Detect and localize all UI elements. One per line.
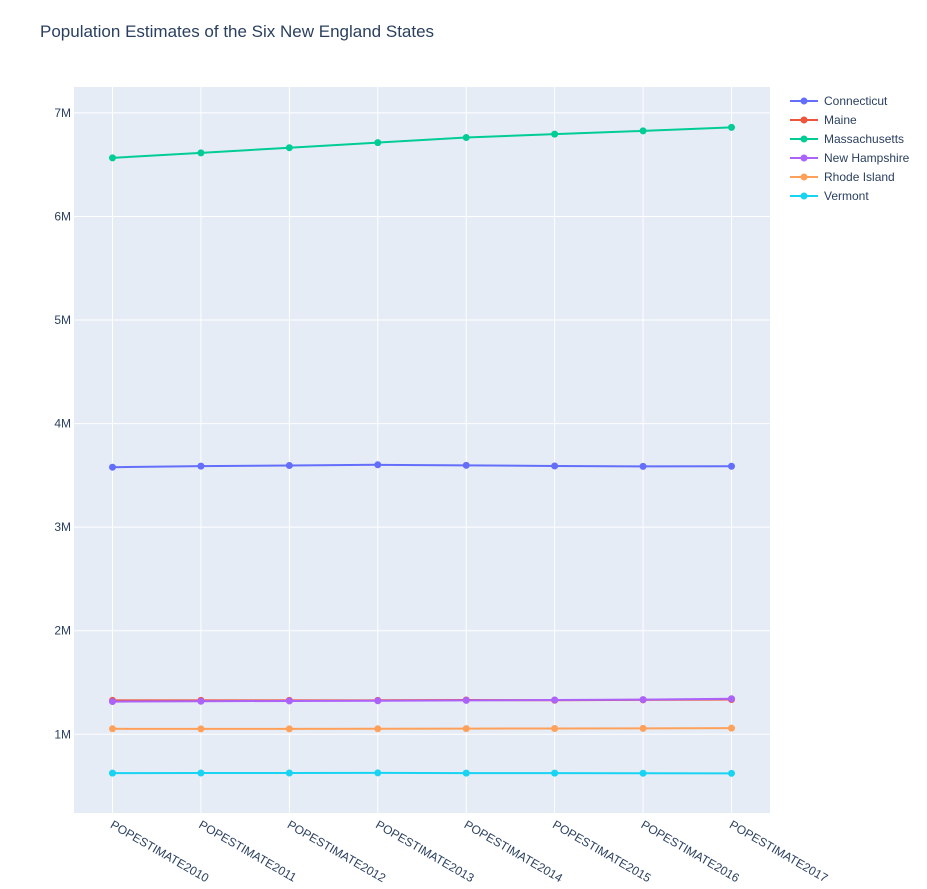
y-axis: 1M 2M 3M 4M 5M 6M 7M (54, 106, 71, 741)
legend-item-connecticut[interactable]: Connecticut (790, 94, 888, 108)
plot-area (74, 87, 770, 813)
data-point-connecticut[interactable] (728, 462, 735, 470)
legend-label: New Hampshire (824, 151, 910, 165)
legend-item-maine[interactable]: Maine (790, 113, 857, 127)
series-rhode-island (109, 724, 735, 733)
series-line-connecticut (112, 463, 732, 469)
data-point-rhode-island[interactable] (551, 724, 559, 732)
legend[interactable]: Connecticut Maine Massachusetts New Hampshi… (790, 94, 910, 203)
data-point-new-hampshire[interactable] (109, 698, 116, 706)
y-tick-label: 1M (54, 727, 71, 741)
data-point-massachusetts[interactable] (462, 134, 470, 142)
legend-item-vermont[interactable]: Vermont (790, 189, 869, 203)
data-point-vermont[interactable] (285, 769, 293, 777)
series-vermont (109, 769, 735, 777)
data-point-massachusetts[interactable] (639, 127, 647, 135)
data-point-new-hampshire[interactable] (551, 696, 559, 704)
series-new-hampshire (109, 695, 735, 706)
y-tick-label: 3M (54, 520, 71, 534)
data-point-vermont[interactable] (551, 769, 559, 777)
legend-item-massachusetts[interactable]: Massachusetts (790, 132, 904, 146)
x-tick-label: POPESTIMATE2016 (639, 817, 743, 885)
data-point-massachusetts[interactable] (551, 130, 559, 138)
series-line-new-hampshire (112, 697, 732, 703)
legend-item-new-hampshire[interactable]: New Hampshire (790, 151, 910, 165)
data-point-rhode-island[interactable] (639, 724, 647, 732)
series-line-rhode-island (112, 727, 732, 730)
legend-label: Connecticut (824, 94, 888, 108)
legend-marker (800, 173, 808, 181)
data-point-new-hampshire[interactable] (728, 695, 735, 703)
grid (74, 87, 770, 813)
data-point-rhode-island[interactable] (285, 725, 293, 733)
legend-marker (800, 116, 808, 124)
data-point-connecticut[interactable] (551, 462, 559, 470)
data-point-rhode-island[interactable] (197, 725, 205, 733)
data-point-vermont[interactable] (462, 769, 470, 777)
legend-label: Rhode Island (824, 170, 895, 184)
y-tick-label: 2M (54, 624, 71, 638)
series-massachusetts (109, 123, 735, 162)
data-point-rhode-island[interactable] (728, 724, 735, 732)
x-tick-label: POPESTIMATE2017 (727, 817, 831, 885)
legend-item-rhode-island[interactable]: Rhode Island (790, 170, 895, 184)
x-tick-label: POPESTIMATE2014 (462, 817, 566, 885)
legend-marker (800, 192, 808, 200)
series-line-massachusetts (112, 126, 732, 159)
data-point-connecticut[interactable] (374, 461, 382, 469)
legend-label: Massachusetts (824, 132, 904, 146)
data-point-vermont[interactable] (109, 769, 116, 777)
legend-marker (800, 135, 808, 143)
data-point-new-hampshire[interactable] (197, 697, 205, 705)
y-tick-label: 4M (54, 417, 71, 431)
data-point-vermont[interactable] (197, 769, 205, 777)
y-tick-label: 5M (54, 313, 71, 327)
data-point-new-hampshire[interactable] (374, 697, 382, 705)
y-tick-label: 6M (54, 209, 71, 223)
data-point-massachusetts[interactable] (285, 144, 293, 152)
y-tick-label: 7M (54, 106, 71, 120)
x-tick-label: POPESTIMATE2013 (373, 817, 477, 885)
x-tick-label: POPESTIMATE2012 (285, 817, 389, 885)
legend-label: Vermont (824, 189, 869, 203)
legend-marker (800, 154, 808, 162)
data-point-connecticut[interactable] (109, 463, 116, 471)
x-axis: POPESTIMATE2010POPESTIMATE2011POPESTIMAT… (108, 817, 831, 885)
data-point-vermont[interactable] (374, 769, 382, 777)
data-point-connecticut[interactable] (285, 462, 293, 470)
data-point-new-hampshire[interactable] (285, 697, 293, 705)
data-point-vermont[interactable] (728, 769, 735, 777)
legend-label: Maine (824, 113, 857, 127)
x-tick-label: POPESTIMATE2011 (196, 817, 299, 884)
data-point-new-hampshire[interactable] (639, 696, 647, 704)
data-point-massachusetts[interactable] (728, 123, 735, 131)
series-layer (109, 123, 735, 777)
data-point-massachusetts[interactable] (197, 149, 205, 157)
x-tick-label: POPESTIMATE2015 (550, 817, 654, 885)
x-tick-label: POPESTIMATE2010 (108, 817, 212, 885)
data-point-rhode-island[interactable] (462, 725, 470, 733)
chart-title: Population Estimates of the Six New Engl… (40, 22, 434, 41)
data-point-rhode-island[interactable] (374, 725, 382, 733)
data-point-connecticut[interactable] (639, 462, 647, 470)
data-point-massachusetts[interactable] (109, 154, 116, 162)
data-point-connecticut[interactable] (197, 462, 205, 470)
data-point-rhode-island[interactable] (109, 725, 116, 733)
series-connecticut (109, 461, 735, 471)
data-point-new-hampshire[interactable] (462, 696, 470, 704)
data-point-connecticut[interactable] (462, 461, 470, 469)
data-point-massachusetts[interactable] (374, 139, 382, 147)
legend-marker (800, 97, 808, 105)
data-point-vermont[interactable] (639, 769, 647, 777)
